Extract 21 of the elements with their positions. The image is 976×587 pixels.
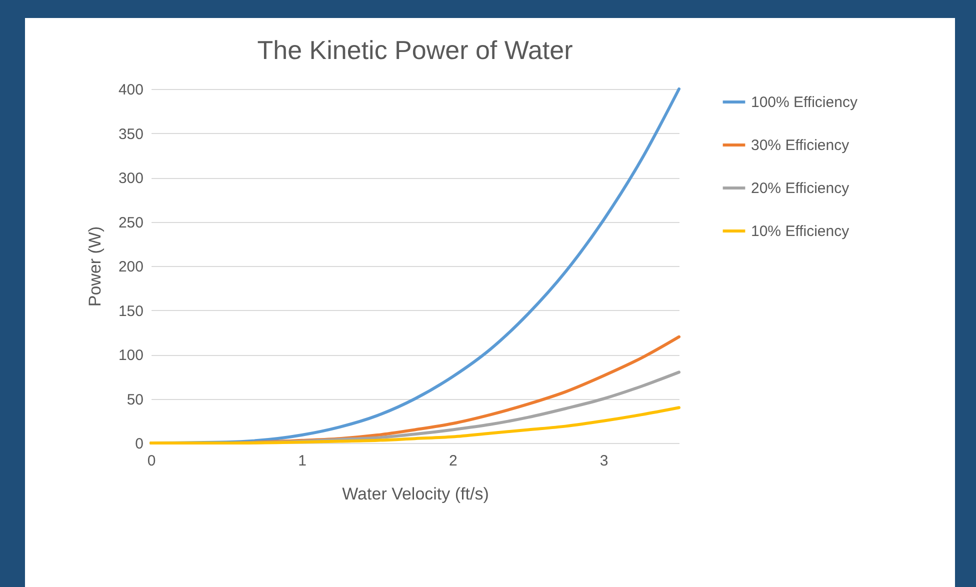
x-tick-label: 0	[147, 452, 156, 470]
y-tick-label: 150	[118, 302, 144, 320]
x-axis-title: Water Velocity (ft/s)	[342, 484, 489, 504]
y-tick-label: 300	[118, 170, 144, 187]
x-tick-label: 2	[449, 452, 458, 470]
y-tick-label: 100	[118, 347, 144, 364]
y-tick-label: 50	[126, 391, 144, 408]
legend-label: 20% Efficiency	[751, 180, 850, 197]
y-tick-label: 200	[118, 258, 144, 276]
y-tick-label: 250	[118, 214, 144, 232]
y-tick-label: 350	[118, 126, 144, 143]
legend-label: 10% Efficiency	[751, 223, 850, 240]
y-tick-label: 400	[118, 82, 144, 98]
line-series	[150, 406, 680, 444]
x-tick-label: 3	[600, 452, 608, 470]
legend-label: 30% Efficiency	[751, 137, 850, 154]
legend-label: 100% Efficiency	[751, 94, 858, 111]
y-tick-label: 0	[135, 436, 144, 452]
x-tick-label: 1	[298, 452, 307, 470]
chart-title: The Kinetic Power of Water	[257, 35, 574, 65]
y-axis-title: Power (W)	[85, 226, 104, 307]
